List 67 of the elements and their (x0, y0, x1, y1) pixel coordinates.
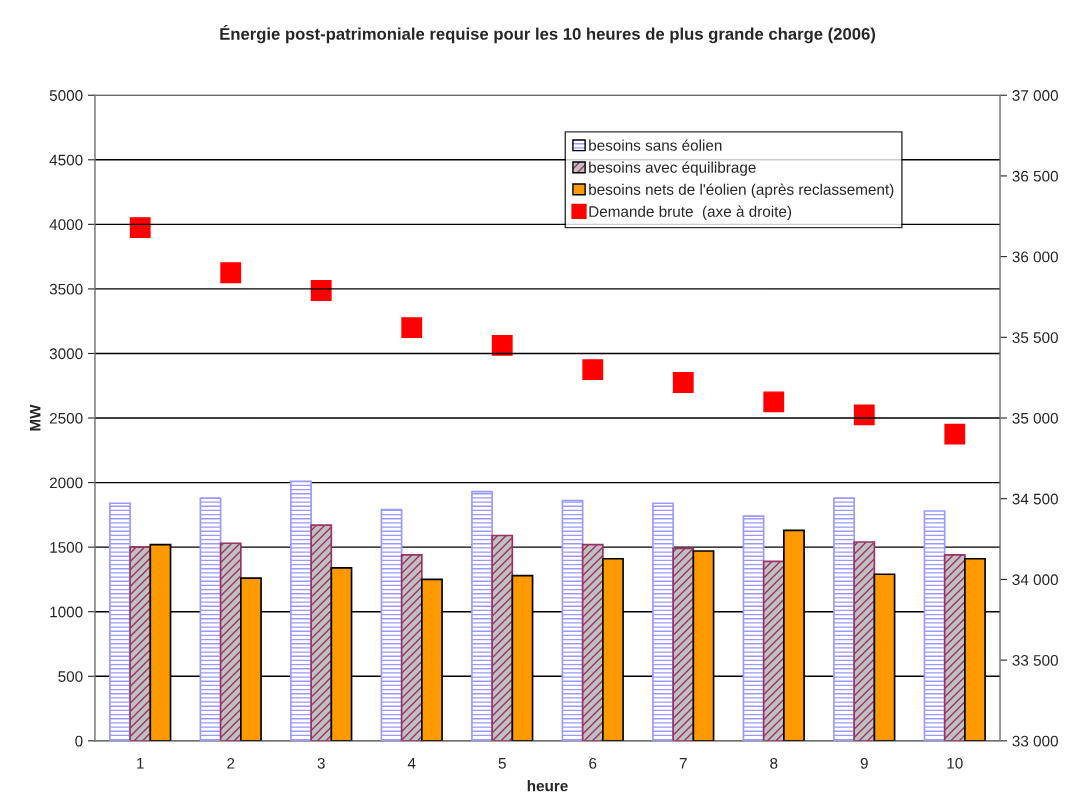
bar (491, 534, 514, 741)
y-tick-label: 3000 (49, 348, 83, 360)
bar (581, 543, 604, 741)
y-tick-label: 4500 (49, 154, 83, 166)
y2-tick-label: 37 000 (1012, 90, 1058, 101)
legend-label: besoins avec équilibrage (589, 161, 756, 176)
legend-label: Demande brute (axe à droite) (589, 205, 792, 220)
legend-label: besoins nets de l'éolien (après reclassement) (589, 183, 894, 198)
y-tick-label: 0 (75, 735, 83, 747)
y2-tick-label: 34 500 (1012, 493, 1058, 505)
y-tick-label: 2500 (49, 412, 83, 424)
bar (310, 524, 333, 741)
y-axis-title: MW (29, 404, 41, 431)
point (491, 334, 513, 356)
chart-title: Énergie post-patrimoniale requise pour les 10 heures de plus grande charge (2006) (220, 24, 876, 44)
y2-tick-label: 35 000 (1012, 412, 1058, 424)
x-tick-label: 10 (947, 757, 963, 769)
y2-tick-label: 35 500 (1012, 332, 1058, 344)
bar (219, 542, 242, 741)
bar (943, 554, 966, 741)
bar (471, 490, 493, 741)
x-tick-label: 8 (770, 757, 778, 769)
point (582, 359, 604, 381)
bar (290, 480, 312, 741)
bar (672, 547, 695, 741)
point (129, 217, 151, 238)
y-tick-label: 3500 (49, 283, 83, 295)
bar (380, 508, 403, 741)
y2-tick-label: 34 000 (1012, 574, 1058, 586)
bar (853, 541, 876, 741)
point (220, 262, 242, 284)
x-tick-label: 9 (860, 757, 868, 769)
point (672, 372, 694, 393)
bar (833, 497, 856, 741)
y2-tick-label: 33 000 (1012, 735, 1058, 747)
x-tick-label: 7 (679, 758, 687, 769)
point (944, 423, 966, 445)
point (853, 404, 875, 426)
y2-tick-label: 33 500 (1012, 654, 1058, 666)
bar (652, 502, 674, 741)
bar (561, 499, 584, 741)
bar (923, 510, 946, 741)
x-tick-label: 5 (498, 758, 506, 769)
point (763, 391, 785, 413)
point (310, 280, 332, 301)
y2-tick-label: 36 500 (1012, 170, 1058, 182)
x-tick-label: 3 (317, 757, 325, 769)
x-tick-label: 2 (227, 757, 235, 769)
y-tick-label: 5000 (49, 90, 83, 101)
legend-label: besoins sans éolien (589, 139, 722, 151)
y-tick-label: 1500 (50, 542, 83, 553)
bar (109, 502, 131, 741)
bar (129, 546, 152, 741)
point (401, 317, 423, 339)
y-tick-label: 4000 (49, 219, 83, 231)
bar (762, 560, 785, 741)
bar (742, 515, 765, 741)
y-tick-label: 500 (58, 671, 83, 682)
x-axis-title: heure (527, 780, 568, 792)
y2-tick-label: 36 000 (1012, 251, 1058, 263)
bar (199, 497, 222, 741)
x-tick-label: 1 (137, 758, 144, 769)
y-tick-label: 2000 (49, 477, 83, 489)
y-tick-label: 1000 (50, 606, 83, 618)
x-tick-label: 4 (407, 758, 416, 769)
x-tick-label: 6 (589, 757, 597, 769)
bar (400, 554, 423, 741)
